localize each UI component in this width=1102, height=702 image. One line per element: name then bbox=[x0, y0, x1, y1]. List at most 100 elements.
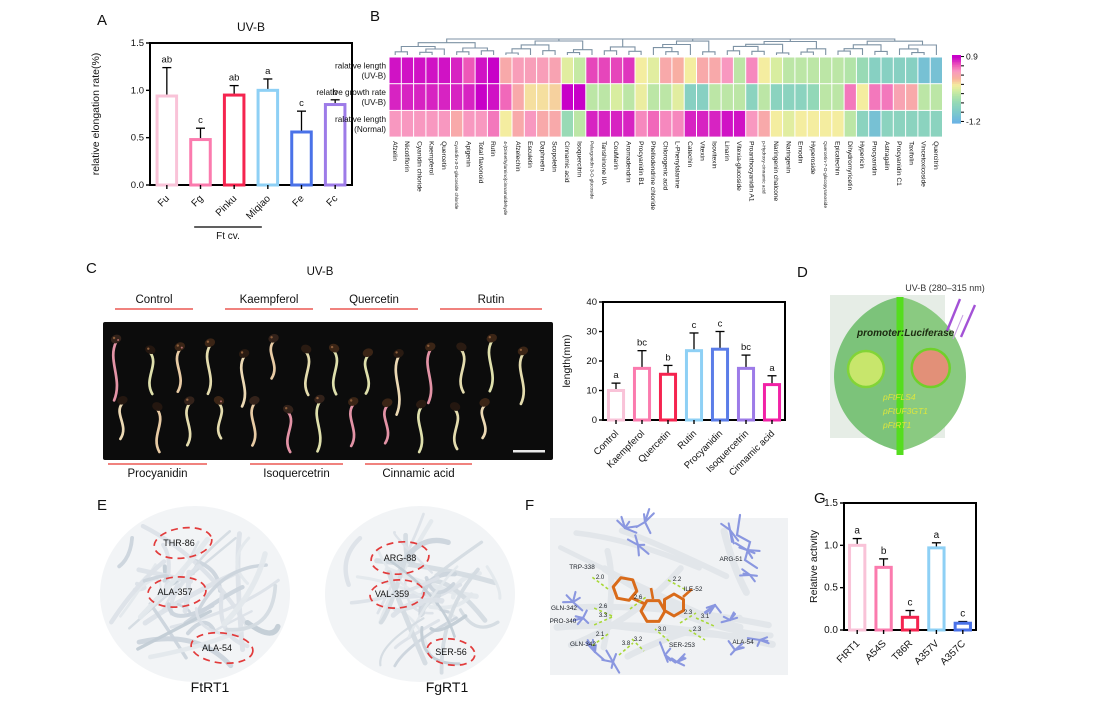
y-tick-label: 0.0 bbox=[131, 180, 144, 191]
colorbar-segment bbox=[952, 73, 961, 76]
colorbar-segment bbox=[952, 116, 961, 119]
bond-distance-label: 2.6 bbox=[599, 604, 608, 610]
heatmap-cell bbox=[623, 84, 635, 110]
colorbar-segment bbox=[952, 107, 961, 110]
ribbon bbox=[221, 551, 268, 627]
seedling-seed bbox=[486, 333, 497, 343]
heatmap-cell bbox=[709, 84, 721, 110]
residue-stick bbox=[735, 513, 759, 570]
ligand-ring bbox=[639, 599, 667, 623]
heatmap-cell bbox=[721, 110, 733, 137]
residue-stick bbox=[635, 520, 647, 529]
ligand-ring bbox=[611, 576, 639, 602]
colorbar-segment bbox=[952, 58, 961, 61]
panel-d-letter: D bbox=[797, 264, 808, 281]
sig-letter: a bbox=[265, 66, 271, 77]
y-tick-label: 10 bbox=[586, 386, 597, 397]
seedling-seed bbox=[456, 342, 467, 352]
group-underline bbox=[365, 463, 472, 465]
residue-stick bbox=[611, 660, 621, 674]
bar bbox=[736, 366, 756, 422]
heatmap-cell bbox=[844, 110, 856, 137]
seedling-seed bbox=[213, 396, 225, 405]
column-label: Total flavonoid bbox=[477, 141, 484, 183]
heatmap-cell bbox=[586, 57, 598, 84]
seedling-seed bbox=[145, 345, 156, 355]
seedling-seed bbox=[204, 338, 216, 348]
residue-stick bbox=[720, 522, 732, 532]
panel-g-letter: G bbox=[814, 490, 826, 507]
group-underline bbox=[440, 308, 542, 310]
bar bbox=[927, 546, 946, 632]
seedling-stem bbox=[250, 402, 257, 447]
x-category-label: Miqiao bbox=[244, 193, 273, 222]
group-label-text: Isoquercetrin bbox=[263, 468, 330, 480]
heatmap-cell bbox=[770, 57, 783, 84]
dendrogram-branch bbox=[419, 51, 433, 55]
ribbon bbox=[404, 537, 451, 559]
bond-distance-label: 3.1 bbox=[701, 614, 710, 620]
y-tick-label: 20 bbox=[586, 356, 597, 367]
ribbon bbox=[142, 574, 170, 583]
ribbon bbox=[117, 536, 134, 569]
seedling-stem bbox=[394, 355, 401, 416]
dendrogram-branch bbox=[800, 51, 814, 55]
colorbar-segment bbox=[952, 72, 961, 75]
residue-stick bbox=[663, 647, 672, 657]
colorbar-min-label: -1.2 bbox=[966, 116, 981, 126]
column-label: Procyanidin bbox=[870, 141, 877, 176]
heatmap-cell bbox=[709, 57, 721, 84]
column-label: Esculetin bbox=[526, 141, 533, 168]
colorbar-segment bbox=[952, 66, 961, 70]
seedling-seed bbox=[301, 344, 312, 354]
residue-stick bbox=[636, 543, 650, 555]
column-label: Naringenin chalcone bbox=[772, 141, 779, 201]
uvb-ray-icon bbox=[952, 314, 964, 340]
residue-label: ALA-54 bbox=[732, 639, 754, 646]
dendrogram-branch bbox=[603, 50, 618, 55]
sig-letter: c bbox=[908, 598, 913, 609]
heatmap-cell bbox=[475, 110, 487, 137]
residue-label: SER-253 bbox=[669, 642, 695, 649]
treatment-group-label: Kaempferol bbox=[225, 293, 313, 310]
residue-stick bbox=[745, 548, 761, 552]
heatmap-cell bbox=[807, 110, 819, 137]
heatmap-cell bbox=[733, 57, 746, 84]
colorbar-segment bbox=[952, 95, 961, 99]
column-label: Hyperoside bbox=[809, 141, 816, 175]
ribbon bbox=[374, 558, 498, 586]
treatment-group-label: Procyanidin bbox=[108, 463, 207, 481]
bar bbox=[848, 543, 867, 632]
seed-highlight bbox=[316, 396, 319, 400]
colorbar-segment bbox=[952, 55, 961, 58]
colorbar-segment bbox=[952, 70, 961, 73]
heatmap-cell bbox=[869, 57, 881, 84]
heatmap-cell bbox=[906, 57, 918, 84]
heatmap-cell bbox=[610, 84, 623, 110]
heatmap-cell bbox=[475, 57, 487, 84]
y-tick-label: 0 bbox=[592, 415, 597, 426]
seed-highlight bbox=[519, 348, 523, 352]
panel-a-bar-chart: 0.0 0.5 1.0 1.5 relative elongation rate(%) U… bbox=[90, 20, 353, 242]
x-category-label: Fu bbox=[156, 193, 172, 209]
seedling-stem bbox=[269, 339, 276, 380]
column-label: Chlorogenic acid bbox=[661, 141, 668, 190]
seedling-seed bbox=[249, 396, 260, 405]
heatmap-cell bbox=[500, 110, 512, 137]
residue-stick bbox=[586, 639, 597, 654]
residue-stick bbox=[675, 653, 686, 664]
residue-label: ILE-52 bbox=[684, 586, 703, 593]
column-label: Procyanidin C1 bbox=[895, 141, 902, 186]
heatmap-cell bbox=[561, 110, 573, 137]
residue-stick bbox=[620, 515, 627, 530]
sig-letter: a bbox=[613, 370, 619, 381]
residue-stick bbox=[758, 636, 769, 642]
heatmap-cell bbox=[893, 84, 906, 110]
row-label: relative growth rate bbox=[316, 88, 386, 97]
bond-distance-label: 2.6 bbox=[634, 595, 643, 601]
y-tick-label: 40 bbox=[586, 297, 597, 308]
residue-stick bbox=[636, 543, 640, 557]
heatmap-cell bbox=[918, 57, 930, 84]
sig-letter: ab bbox=[162, 55, 173, 66]
